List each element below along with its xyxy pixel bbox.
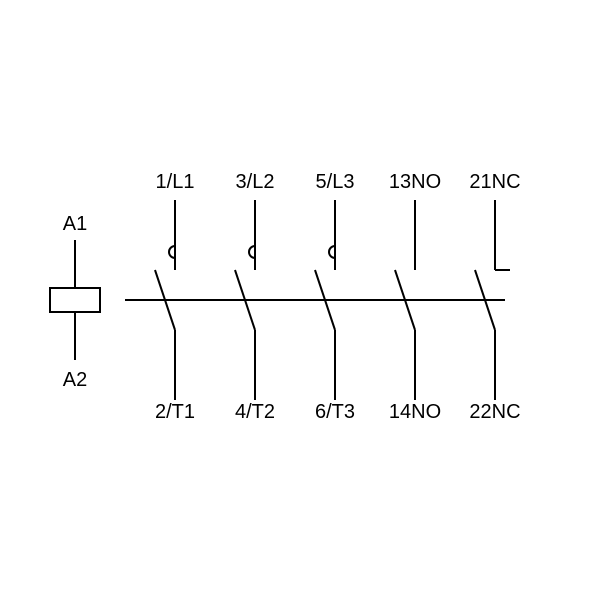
contact-bottom-label-1: 4/T2 [235, 401, 275, 423]
coil-label-a2: A2 [63, 369, 87, 391]
contact-top-label-2: 5/L3 [316, 171, 355, 193]
contact-top-label-1: 3/L2 [236, 171, 275, 193]
contact-bottom-label-3: 14NO [389, 401, 441, 423]
contact-top-label-0: 1/L1 [156, 171, 195, 193]
coil-box [50, 288, 100, 312]
contact-bottom-label-2: 6/T3 [315, 401, 355, 423]
contact-bottom-label-4: 22NC [469, 401, 520, 423]
contact-bottom-label-0: 2/T1 [155, 401, 195, 423]
contactor-schematic: A1 A2 1/L1 2/T1 3/L2 4/T2 5/L3 6/T3 13NO 14NO 21NC… [0, 0, 600, 600]
coil-label-a1: A1 [63, 213, 87, 235]
contact-top-label-4: 21NC [469, 171, 520, 193]
contact-top-label-3: 13NO [389, 171, 441, 193]
